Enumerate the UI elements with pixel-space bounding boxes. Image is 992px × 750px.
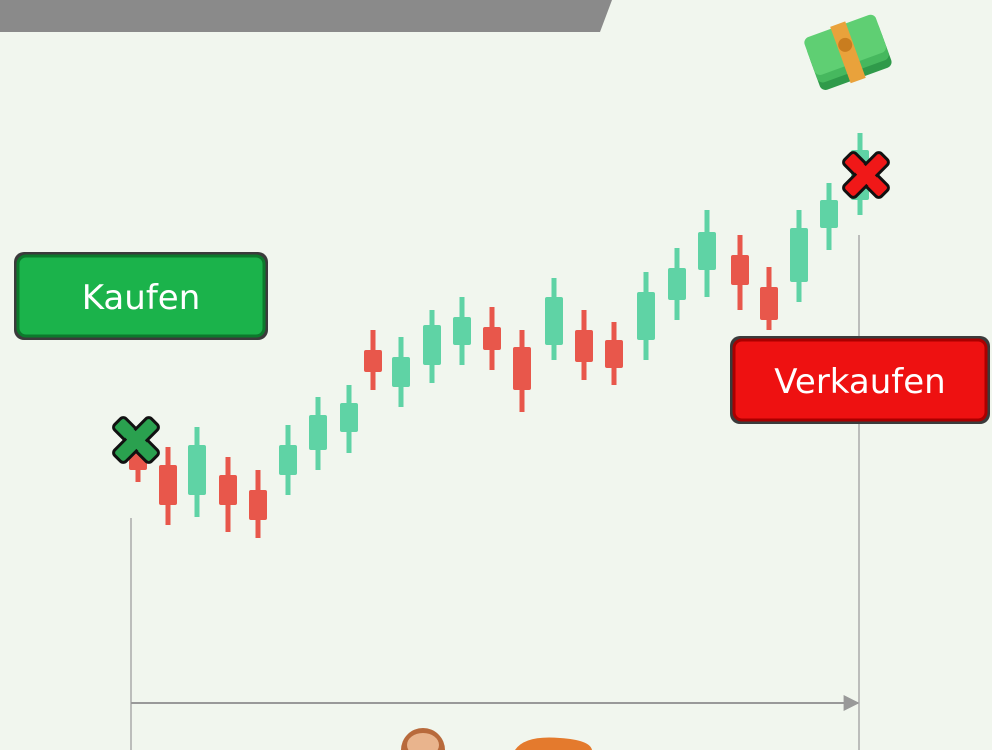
candle-body xyxy=(453,317,471,345)
candle-body xyxy=(575,330,593,362)
candle-body xyxy=(820,200,838,228)
sell-button[interactable]: Verkaufen xyxy=(730,336,990,424)
candle-body xyxy=(637,292,655,340)
candle-body xyxy=(392,357,410,387)
candle-body xyxy=(605,340,623,368)
buy-label: Kaufen xyxy=(82,278,201,318)
candle-body xyxy=(423,325,441,365)
candle-body xyxy=(364,350,382,372)
candle-body xyxy=(760,287,778,320)
candle-body xyxy=(309,415,327,450)
entry-marker xyxy=(112,416,160,464)
candle-body xyxy=(790,228,808,282)
candle-body xyxy=(279,445,297,475)
sell-label: Verkaufen xyxy=(774,362,945,402)
candle-body xyxy=(188,445,206,495)
exit-marker xyxy=(842,151,890,199)
candle-body xyxy=(219,475,237,505)
money-icon xyxy=(804,14,892,90)
candle-body xyxy=(668,268,686,300)
candlesticks xyxy=(129,133,869,538)
candle-body xyxy=(545,297,563,345)
top-banner xyxy=(0,0,612,32)
figures xyxy=(401,728,592,750)
candle-body xyxy=(731,255,749,285)
candle-body xyxy=(340,403,358,432)
buy-button[interactable]: Kaufen xyxy=(14,252,268,340)
candle-body xyxy=(159,465,177,505)
candle-body xyxy=(483,327,501,350)
candle-body xyxy=(698,232,716,270)
candle-body xyxy=(249,490,267,520)
candle-body xyxy=(513,347,531,390)
